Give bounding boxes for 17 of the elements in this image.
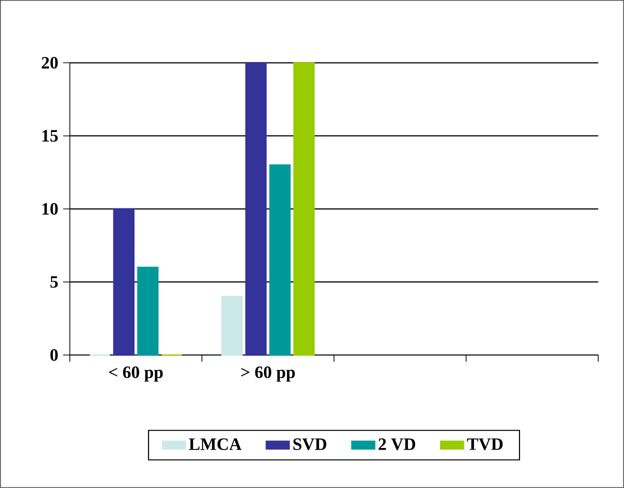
x-tick-label: < 60 pp bbox=[109, 366, 163, 382]
legend-label: TVD bbox=[467, 438, 503, 450]
x-tick-label: > 60 pp bbox=[241, 366, 295, 382]
y-tick-label: 0 bbox=[50, 349, 58, 361]
y-tick-label: 5 bbox=[50, 276, 58, 288]
bar bbox=[245, 62, 267, 356]
legend-label: LMCA bbox=[188, 438, 242, 450]
y-tick-label: 10 bbox=[42, 203, 58, 215]
y-tick-label: 20 bbox=[42, 56, 58, 69]
bar bbox=[113, 208, 135, 356]
bar bbox=[269, 164, 291, 356]
bar bbox=[221, 296, 243, 356]
bar bbox=[137, 266, 159, 356]
bar bbox=[293, 62, 315, 356]
legend-label: 2 VD bbox=[378, 438, 416, 450]
y-tick-label: 15 bbox=[42, 130, 58, 142]
legend-label: SVD bbox=[293, 438, 326, 450]
